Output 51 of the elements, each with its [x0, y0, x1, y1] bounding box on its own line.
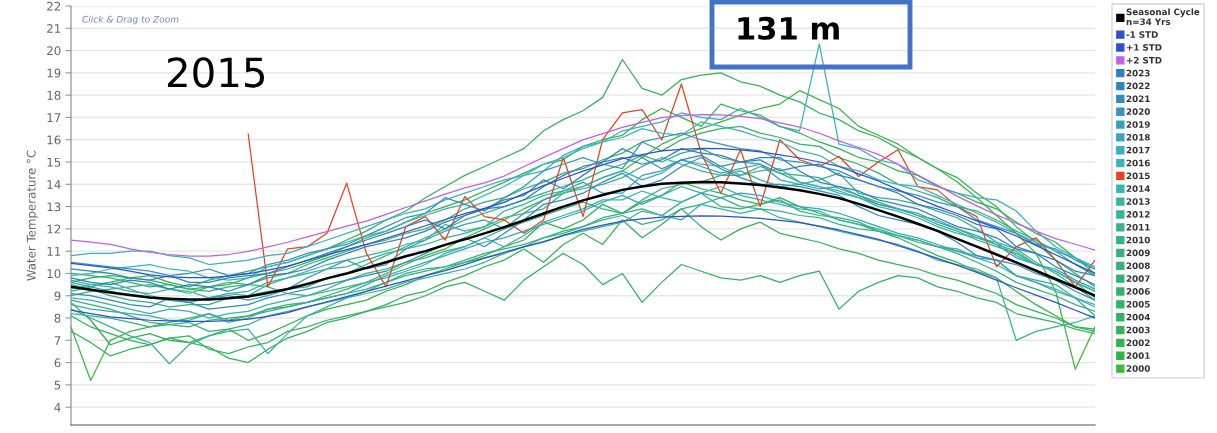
legend-label: 2013	[1126, 198, 1150, 205]
legend-label: 2000	[1126, 365, 1150, 372]
y-tick-label: 4	[54, 403, 61, 412]
legend-label: 2011	[1126, 223, 1150, 231]
legend-label: 2012	[1126, 211, 1150, 218]
legend-label: 2008	[1126, 262, 1150, 270]
legend-label: 2001	[1126, 352, 1150, 359]
y-tick-label: 18	[47, 90, 61, 100]
y-tick-label: 9	[54, 291, 61, 301]
y-tick-label: 19	[47, 68, 61, 78]
legend-label: 2016	[1126, 159, 1150, 167]
y-tick-label: 15	[47, 157, 61, 167]
y-tick-label: 16	[47, 135, 61, 145]
legend-label: 2023	[1126, 69, 1150, 77]
legend-label: Seasonal Cycle n=34 Yrs	[1126, 8, 1200, 26]
legend-label: 2005	[1126, 300, 1150, 308]
legend-label: 2014	[1126, 185, 1150, 192]
y-tick-label: 5	[54, 380, 61, 390]
y-tick-label: 12	[47, 224, 61, 234]
legend-label: 2017	[1126, 146, 1150, 154]
legend-label: 2003	[1126, 326, 1150, 334]
y-tick-label: 10	[47, 269, 61, 279]
legend-label: 2022	[1126, 82, 1150, 90]
y-tick-label: 17	[47, 113, 61, 122]
legend-label: 2002	[1126, 339, 1150, 347]
y-tick-label: 14	[47, 180, 61, 189]
y-tick-label: 20	[47, 46, 61, 56]
legend-label: 2009	[1126, 249, 1150, 257]
legend-label: +1 STD	[1126, 44, 1162, 51]
annotation: 131 m	[738, 16, 839, 40]
y-tick-label: 7	[54, 336, 61, 345]
legend-label: 2007	[1126, 275, 1150, 282]
legend-label: 2020	[1126, 108, 1150, 115]
y-tick-label: 8	[54, 313, 61, 323]
y-tick-label: 13	[47, 202, 61, 212]
annotation: 2015	[167, 57, 264, 88]
legend-label: 2019	[1126, 121, 1150, 128]
y-tick-label: 6	[54, 358, 61, 368]
annotation: Click & Drag to Zoom	[82, 15, 179, 25]
legend-label: 2004	[1126, 313, 1150, 321]
legend-label: -1 STD	[1126, 31, 1158, 38]
legend-label: 2010	[1126, 236, 1150, 244]
legend-label: 2015	[1126, 172, 1150, 180]
y-tick-label: 21	[47, 24, 61, 33]
legend-label: 2021	[1126, 95, 1150, 103]
y-tick-label: 22	[47, 1, 61, 11]
y-tick-label: 11	[47, 247, 61, 256]
legend-label: 2006	[1126, 288, 1150, 295]
legend-label: +2 STD	[1126, 56, 1162, 64]
y-axis-title: Water Temperature °C	[26, 150, 38, 281]
legend-label: 2018	[1126, 133, 1150, 141]
